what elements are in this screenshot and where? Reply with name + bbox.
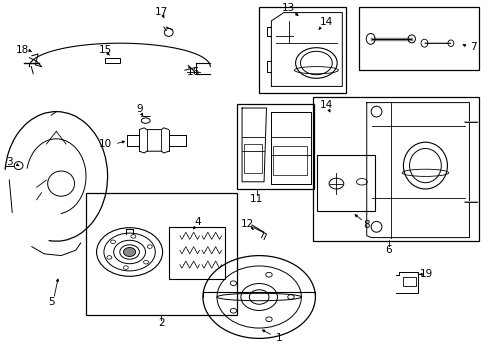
Text: 3: 3: [6, 157, 13, 167]
Bar: [316, 155, 374, 211]
Text: 19: 19: [419, 269, 433, 279]
Bar: [244, 144, 261, 173]
Text: 2: 2: [158, 318, 164, 328]
Bar: [403, 277, 415, 286]
Bar: [237, 104, 314, 189]
Text: 7: 7: [469, 42, 476, 52]
Ellipse shape: [123, 247, 136, 256]
Text: 14: 14: [319, 100, 333, 111]
Text: 14: 14: [319, 17, 333, 27]
Text: 18: 18: [15, 45, 29, 55]
Bar: [105, 58, 120, 63]
Bar: [85, 193, 237, 315]
Text: 12: 12: [240, 219, 253, 229]
Text: 8: 8: [363, 220, 369, 230]
Bar: [168, 227, 224, 279]
Text: 10: 10: [99, 139, 111, 149]
Text: 11: 11: [249, 194, 263, 204]
Bar: [312, 97, 478, 241]
Text: 1: 1: [275, 333, 282, 343]
Text: 13: 13: [281, 3, 295, 13]
Bar: [259, 7, 346, 93]
Text: 9: 9: [136, 104, 142, 114]
Text: 4: 4: [194, 217, 201, 228]
Text: 5: 5: [48, 297, 55, 307]
Bar: [272, 146, 306, 175]
Text: 17: 17: [154, 6, 168, 17]
Text: 16: 16: [186, 67, 200, 77]
Text: 15: 15: [98, 45, 112, 55]
Bar: [359, 7, 478, 70]
Text: 6: 6: [385, 245, 391, 255]
